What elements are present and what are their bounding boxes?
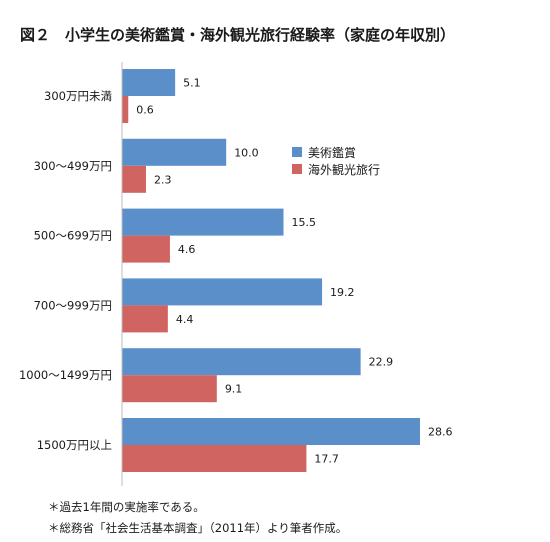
data-label: 15.5 [292, 216, 317, 229]
footnote: ＊総務省「社会生活基本調査」（2011年）より筆者作成。 [48, 521, 347, 535]
bar-art-appreciation [122, 69, 176, 96]
data-label: 4.6 [178, 243, 196, 256]
category-label: 300〜499万円 [34, 159, 112, 173]
data-label: 0.6 [136, 104, 154, 117]
category-label: 700〜999万円 [34, 298, 112, 312]
data-label: 22.9 [369, 356, 394, 369]
bar-overseas-travel [122, 96, 129, 123]
category-label: 300万円未満 [44, 89, 112, 103]
bars-group: 300万円未満 5.1 0.6 300〜499万円 10.0 2.3 500〜699万円 15… [19, 69, 453, 472]
data-label: 2.3 [154, 173, 172, 186]
data-label: 10.0 [234, 146, 259, 159]
bar-overseas-travel [122, 375, 217, 403]
data-label: 19.2 [330, 286, 355, 299]
bar-art-appreciation [122, 418, 420, 445]
chart-title: 図２ 小学生の美術鑑賞・海外観光旅行経験率（家庭の年収別） [20, 26, 455, 44]
legend-swatch [292, 164, 302, 174]
legend-label: 美術鑑賞 [308, 145, 356, 160]
data-label: 17.7 [314, 453, 339, 466]
bar-overseas-travel [122, 235, 170, 263]
footnote: ＊過去1年間の実施率である。 [48, 500, 205, 514]
bar-overseas-travel [122, 305, 168, 333]
legend-swatch [292, 147, 302, 157]
category-label: 1000〜1499万円 [19, 368, 112, 382]
bar-overseas-travel [122, 165, 146, 193]
legend-label: 海外観光旅行 [308, 162, 380, 177]
bar-art-appreciation [122, 348, 361, 376]
category-label: 1500万円以上 [37, 438, 112, 452]
data-label: 4.4 [176, 313, 194, 326]
data-label: 5.1 [183, 77, 201, 90]
category-label: 500〜699万円 [34, 229, 112, 243]
bar-overseas-travel [122, 445, 307, 472]
data-label: 28.6 [428, 426, 453, 439]
bar-art-appreciation [122, 138, 227, 166]
bar-art-appreciation [122, 278, 323, 306]
data-label: 9.1 [225, 383, 243, 396]
bar-art-appreciation [122, 208, 284, 236]
